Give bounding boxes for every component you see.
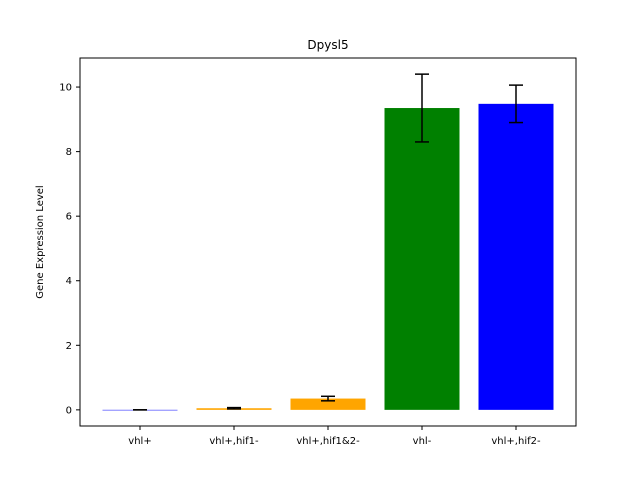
x-tick-label-2: vhl+,hif1&2- bbox=[296, 436, 360, 447]
x-axis: vhl+ vhl+,hif1- vhl+,hif1&2- vhl-vhl+,hif2- bbox=[128, 426, 541, 447]
y-tick-label-0: 0 bbox=[66, 405, 72, 416]
bar-2 bbox=[290, 398, 366, 410]
x-tick-label-1: vhl+,hif1- bbox=[209, 436, 259, 447]
x-tick-label-4: vhl+,hif2- bbox=[491, 436, 541, 447]
x-tick-label-3: vhl- bbox=[413, 436, 432, 447]
bar-4 bbox=[478, 103, 554, 410]
y-tick-label-4: 8 bbox=[66, 147, 72, 158]
bars-layer bbox=[102, 103, 554, 411]
chart-title: Dpysl5 bbox=[307, 38, 348, 52]
y-tick-label-2: 4 bbox=[66, 276, 72, 287]
y-axis-label: Gene Expression Level bbox=[35, 185, 46, 298]
error-bars-layer bbox=[133, 73, 523, 411]
x-tick-label-0: vhl+ bbox=[128, 436, 151, 447]
y-tick-label-3: 6 bbox=[66, 212, 72, 223]
y-axis: 0 2 4 6 8 10 bbox=[59, 83, 80, 416]
bar-3 bbox=[384, 108, 460, 410]
y-tick-label-1: 2 bbox=[66, 341, 72, 352]
y-tick-label-5: 10 bbox=[59, 83, 72, 94]
